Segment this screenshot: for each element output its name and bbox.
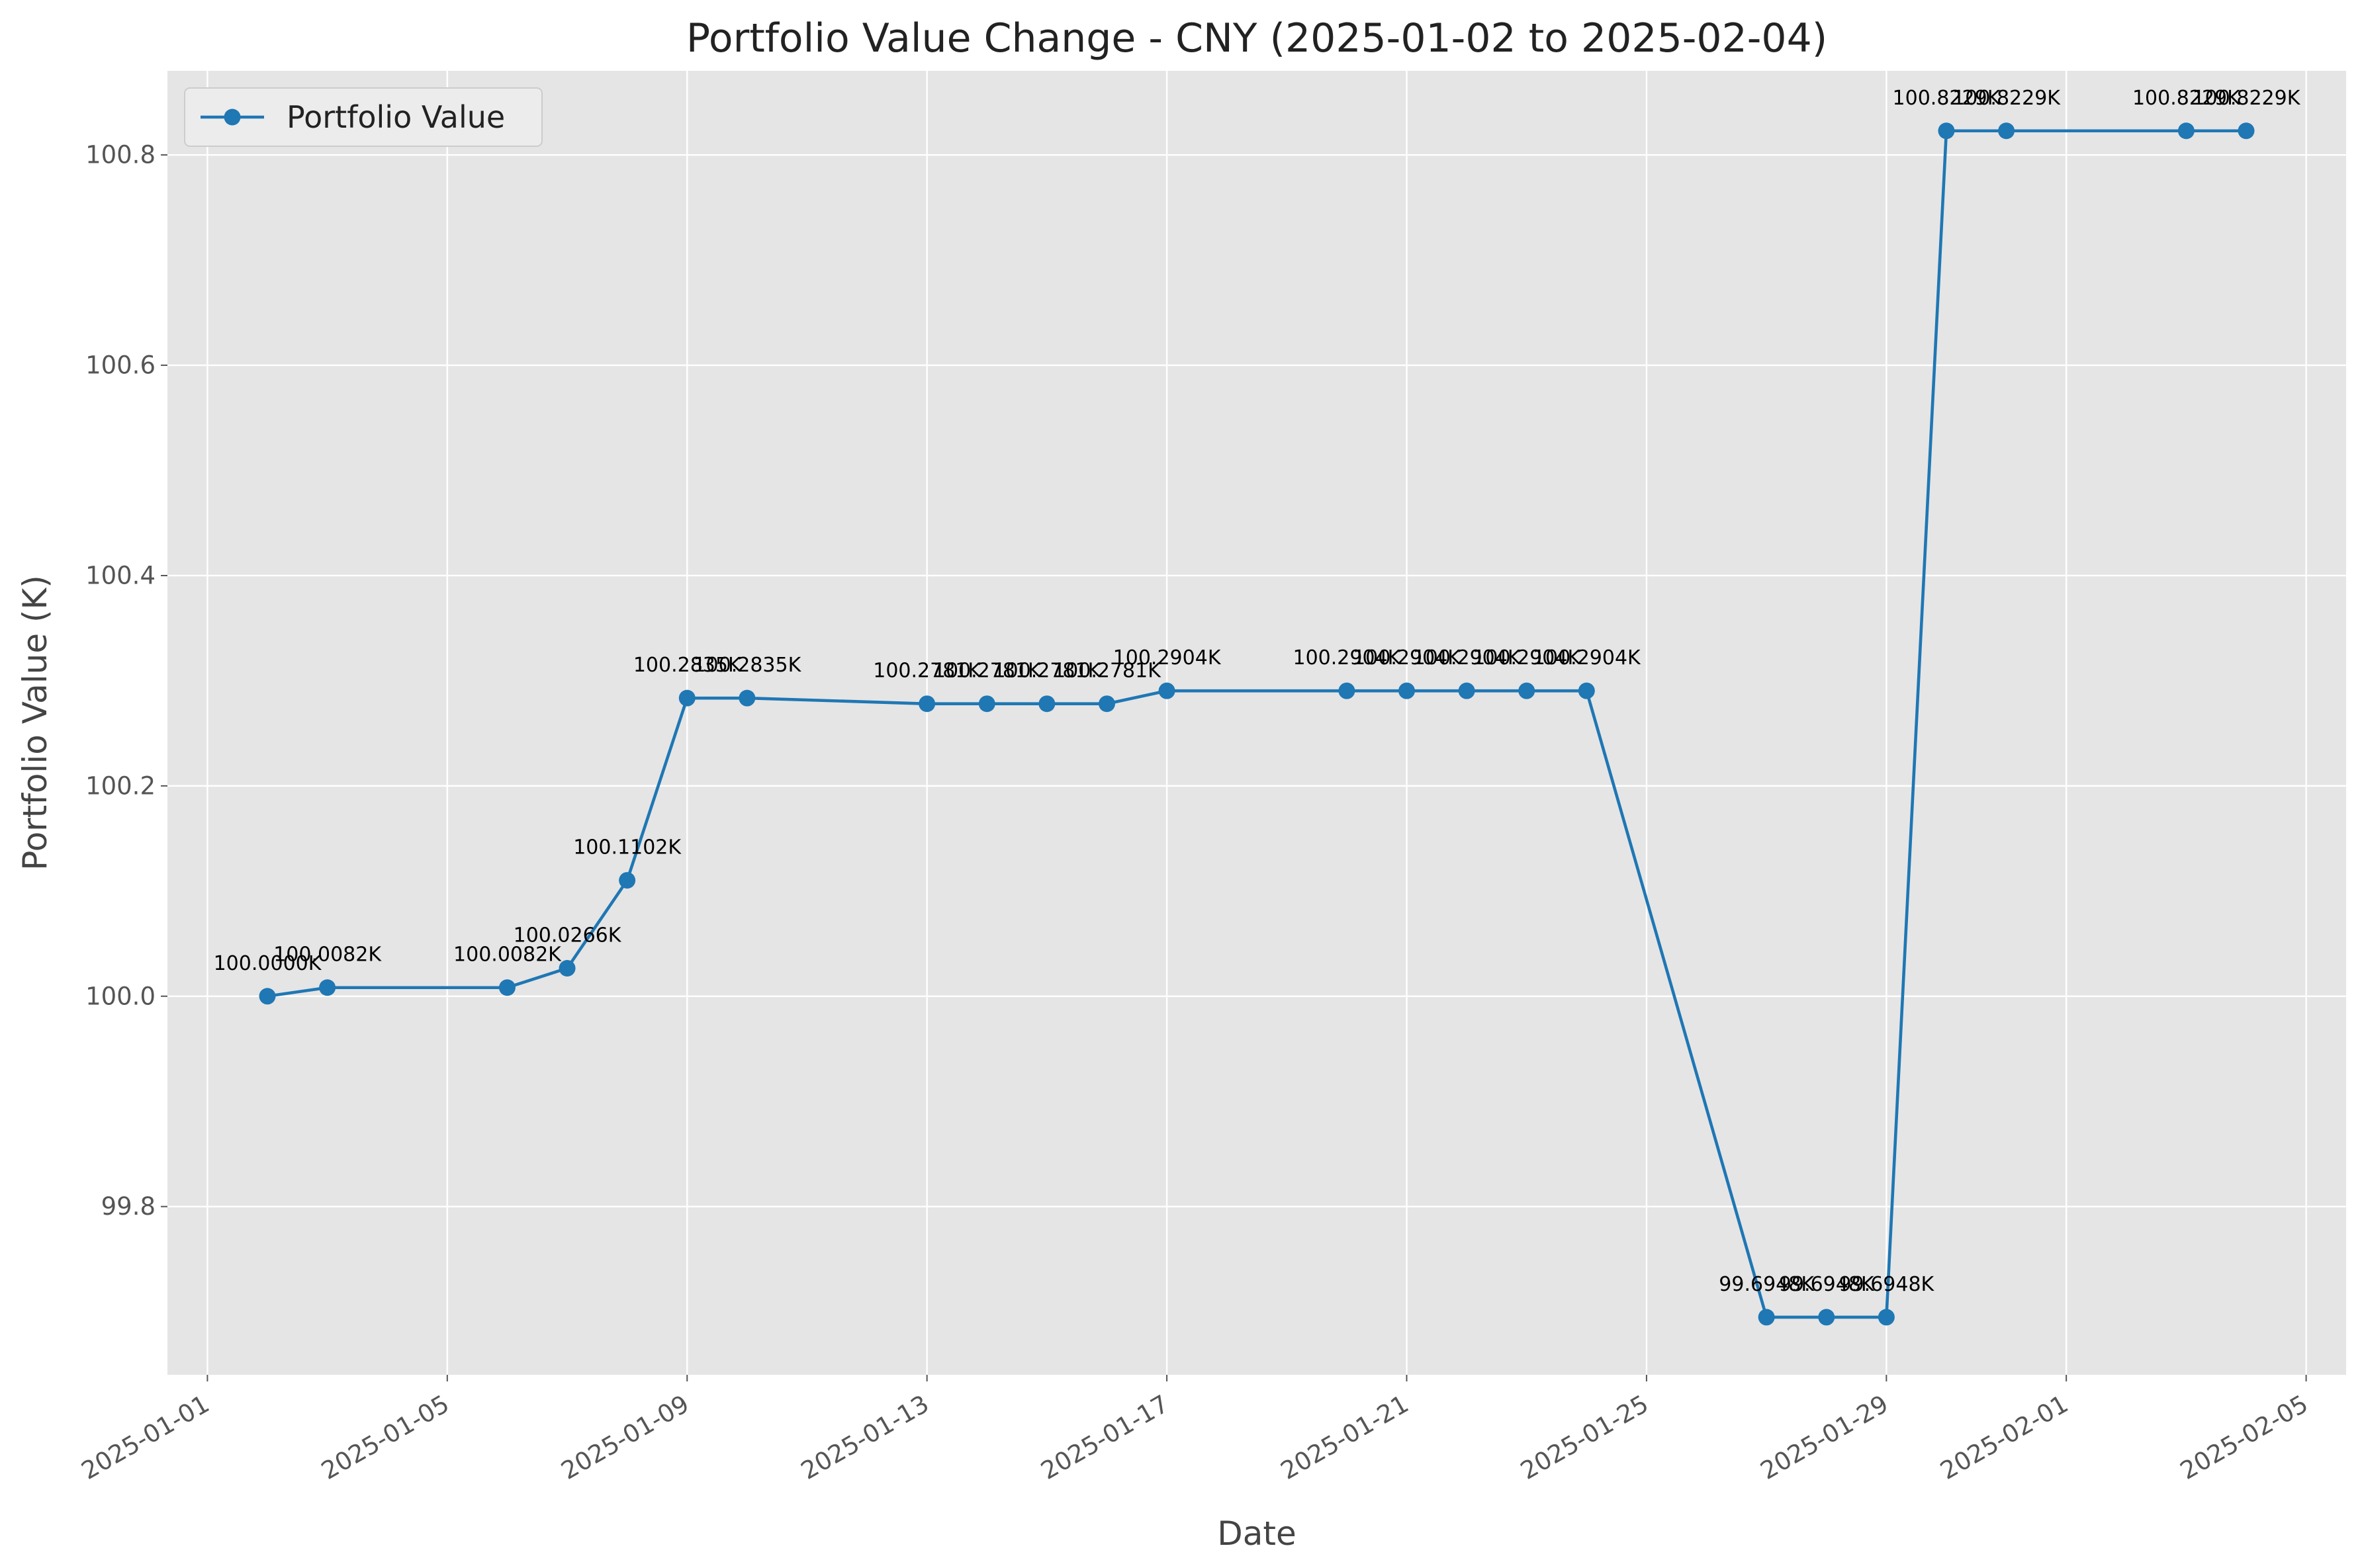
y-axis-label: Portfolio Value (K): [16, 575, 54, 871]
data-label: 99.6948K: [1779, 1273, 1875, 1296]
data-label: 100.2781K: [933, 660, 1042, 683]
data-point: [1518, 682, 1535, 699]
data-label: 100.2904K: [1113, 646, 1222, 670]
data-point: [678, 689, 696, 707]
data-label: 100.8229K: [2193, 87, 2301, 110]
plot-area: [167, 71, 2346, 1375]
chart-title: Portfolio Value Change - CNY (2025-01-02…: [686, 15, 1827, 62]
data-point: [559, 959, 576, 977]
data-point: [1938, 122, 1955, 140]
legend-label: Portfolio Value: [287, 99, 505, 135]
data-label: 100.2904K: [1353, 646, 1461, 670]
data-point: [1878, 1309, 1895, 1326]
data-point: [1158, 682, 1175, 699]
data-label: 100.2904K: [1293, 646, 1401, 670]
data-point: [619, 872, 636, 889]
legend: Portfolio Value: [184, 87, 543, 147]
data-point: [1338, 682, 1355, 699]
data-label: 100.2835K: [633, 654, 742, 677]
data-point: [259, 988, 276, 1005]
data-label: 100.2904K: [1533, 646, 1641, 670]
data-label: 100.2904K: [1413, 646, 1522, 670]
data-label: 100.8229K: [1893, 87, 2001, 110]
y-tick-label: 99.8: [101, 1192, 156, 1221]
x-axis-label: Date: [1217, 1514, 1296, 1553]
data-label: 100.8229K: [1952, 87, 2061, 110]
data-label: 100.0000K: [214, 952, 322, 975]
data-label: 100.2781K: [1053, 660, 1161, 683]
data-point: [1998, 122, 2015, 140]
data-label: 99.6948K: [1839, 1273, 1934, 1296]
data-point: [1758, 1309, 1775, 1326]
legend-marker: [224, 109, 241, 126]
data-label: 100.2904K: [1473, 646, 1581, 670]
gridlines: [167, 71, 2346, 1375]
data-point: [319, 979, 336, 996]
data-label: 100.0082K: [453, 943, 562, 967]
data-point: [1098, 695, 1115, 713]
data-point: [919, 695, 936, 713]
legend-box: [184, 87, 543, 147]
y-tick-label: 100.8: [85, 141, 156, 169]
data-point: [1398, 682, 1416, 699]
data-label: 100.1102K: [573, 836, 682, 859]
y-tick-label: 100.0: [85, 982, 156, 1010]
data-point: [739, 689, 756, 707]
data-label: 100.2781K: [873, 660, 981, 683]
data-point: [1818, 1309, 1835, 1326]
data-point: [978, 695, 995, 713]
data-point: [1038, 695, 1056, 713]
series-line-portfolio-value: [267, 129, 2246, 1319]
data-label: 100.2781K: [993, 660, 1101, 683]
y-tick-label: 100.4: [85, 561, 156, 589]
data-point: [498, 979, 516, 996]
data-label: 100.0266K: [514, 924, 622, 947]
data-point: [1578, 682, 1595, 699]
data-label: 100.8229K: [2132, 87, 2241, 110]
data-label: 99.6948K: [1719, 1273, 1815, 1296]
data-point: [1458, 682, 1475, 699]
data-point: [2238, 122, 2255, 140]
y-tick-label: 100.6: [85, 351, 156, 380]
data-point: [2177, 122, 2195, 140]
series-layer: [259, 122, 2255, 1326]
y-tick-label: 100.2: [85, 771, 156, 800]
data-label: 100.2835K: [693, 654, 801, 677]
data-label: 100.0082K: [273, 943, 382, 967]
